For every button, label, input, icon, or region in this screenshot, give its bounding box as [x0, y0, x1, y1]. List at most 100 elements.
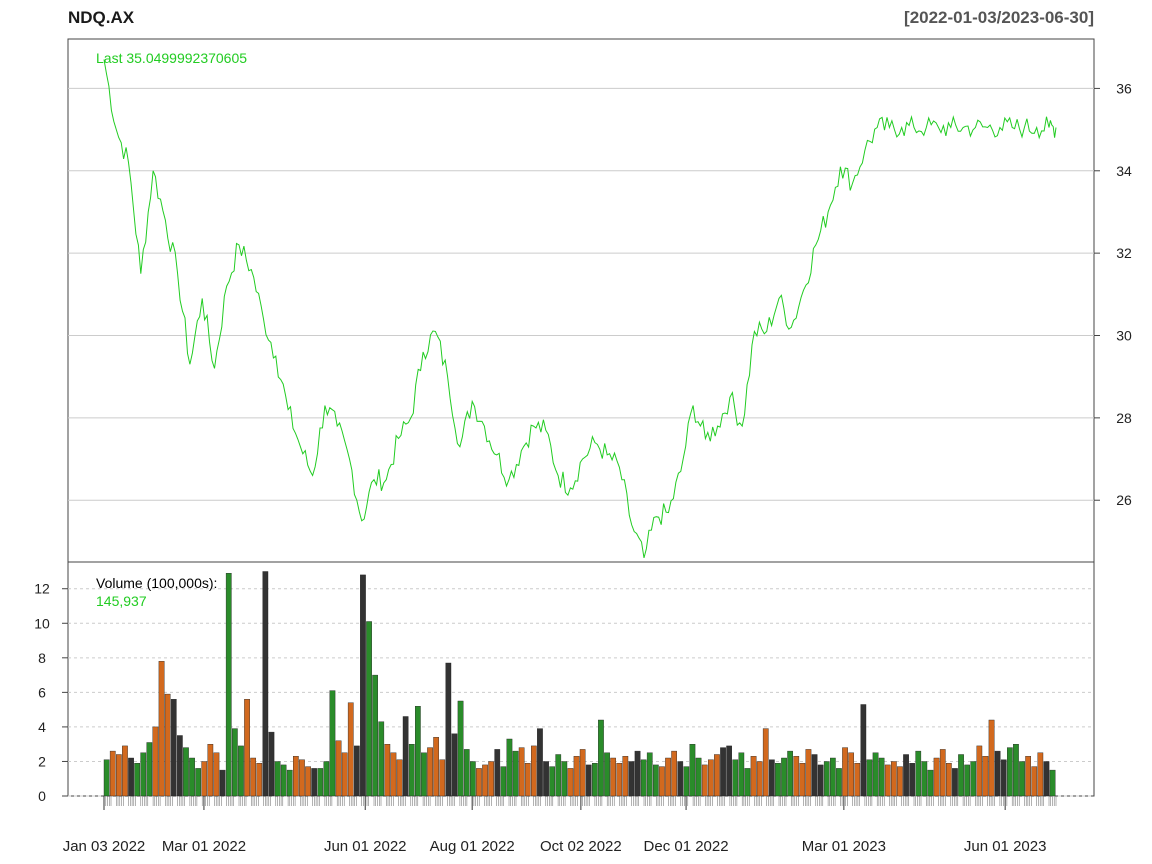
volume-bar	[140, 752, 147, 797]
volume-bar	[1031, 766, 1038, 797]
volume-bar	[817, 764, 824, 797]
volume-bar	[598, 719, 604, 797]
x-tick-label: Jun 01 2023	[964, 838, 1047, 855]
volume-bar	[836, 768, 842, 797]
volume-bar	[750, 756, 757, 797]
volume-bar	[299, 759, 305, 797]
volume-bar	[1019, 761, 1025, 797]
volume-bar	[543, 761, 549, 797]
volume-tick-label: 4	[38, 719, 46, 735]
volume-bar	[354, 745, 360, 797]
volume-bar	[982, 756, 989, 797]
volume-bar	[146, 742, 153, 797]
volume-bar	[634, 750, 641, 797]
x-tick-label: Jan 03 2022	[63, 838, 146, 855]
price-tick-label: 34	[1116, 163, 1132, 179]
volume-bar	[848, 752, 855, 797]
volume-bar	[531, 745, 537, 797]
volume-bar	[805, 749, 812, 797]
price-tick-label: 26	[1116, 492, 1132, 508]
volume-bar	[372, 674, 379, 797]
volume-bar	[921, 761, 928, 797]
volume-bar	[219, 769, 226, 797]
volume-bar	[860, 704, 867, 797]
volume-bar	[994, 750, 1001, 797]
volume-bar	[933, 757, 940, 797]
volume-bar	[604, 752, 610, 797]
volume-bar	[103, 759, 110, 797]
volume-bar	[445, 662, 452, 797]
volume-bar	[567, 768, 574, 797]
volume-bar	[360, 574, 366, 797]
volume-bar	[244, 699, 250, 797]
volume-bar	[628, 761, 635, 797]
volume-bar	[640, 759, 647, 797]
volume-bar	[756, 761, 763, 797]
volume-bar	[176, 735, 183, 797]
x-tick-label: Mar 01 2023	[802, 838, 886, 855]
volume-bar	[378, 721, 385, 797]
volume-bar	[451, 733, 458, 797]
price-tick-label: 36	[1116, 80, 1132, 96]
volume-bar	[842, 747, 848, 797]
x-tick-label: Aug 01 2022	[430, 838, 515, 855]
volume-bar	[470, 761, 476, 797]
volume-bar	[323, 761, 330, 797]
volume-bar	[402, 716, 409, 797]
volume-bar	[909, 763, 916, 797]
volume-bar	[500, 766, 507, 797]
volume-bar	[573, 756, 580, 797]
last-price-label: Last 35.0499992370605	[96, 50, 248, 66]
volume-bar	[622, 756, 629, 797]
volume-bar	[433, 737, 440, 797]
x-tick-label: Dec 01 2022	[644, 838, 729, 855]
volume-bar	[366, 621, 372, 797]
volume-bar	[683, 766, 690, 797]
volume-bar	[592, 763, 598, 797]
volume-bar	[976, 745, 983, 797]
volume-bar	[250, 757, 257, 797]
volume-bar	[811, 754, 818, 797]
volume-bar	[293, 756, 299, 797]
volume-tick-label: 6	[38, 684, 46, 700]
volume-label: Volume (100,000s):	[96, 575, 218, 591]
volume-bar	[158, 661, 165, 797]
volume-bar	[524, 763, 531, 797]
volume-bar	[549, 766, 556, 797]
volume-bar	[646, 752, 653, 797]
volume-bar	[1049, 769, 1056, 797]
volume-bar	[384, 744, 391, 797]
volume-bar	[946, 763, 952, 797]
volume-bar	[830, 757, 836, 797]
volume-bar	[256, 763, 263, 797]
volume-bar	[781, 757, 787, 797]
volume-bar	[408, 744, 415, 797]
volume-bar	[494, 749, 501, 797]
volume-bar	[732, 759, 739, 797]
x-tick-label: Mar 01 2022	[162, 838, 246, 855]
volume-bar	[1007, 747, 1013, 797]
price-line	[103, 59, 1057, 559]
volume-bar	[317, 768, 324, 797]
volume-bar	[915, 750, 922, 797]
volume-bar	[415, 706, 421, 797]
volume-bar	[659, 766, 665, 797]
volume-bar	[225, 573, 232, 797]
volume-bar	[457, 700, 464, 797]
volume-bar	[671, 750, 678, 797]
volume-bar	[1000, 759, 1007, 797]
volume-bar	[390, 752, 397, 797]
volume-bar	[799, 763, 806, 797]
volume-bar	[335, 740, 342, 797]
volume-tick-label: 2	[38, 753, 46, 769]
volume-bar	[952, 768, 958, 797]
volume-bar	[744, 768, 751, 797]
price-tick-label: 32	[1116, 245, 1132, 261]
volume-bar	[653, 764, 659, 797]
volume-bar	[262, 571, 269, 797]
volume-bar	[341, 752, 348, 797]
volume-bar	[286, 769, 293, 797]
price-panel-frame	[67, 38, 1095, 563]
volume-bar	[274, 761, 281, 797]
